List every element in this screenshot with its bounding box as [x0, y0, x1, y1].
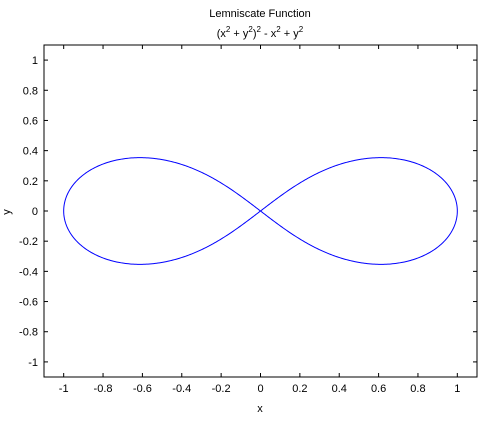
y-ticks: 1 0.8 0.6 0.4 0.2 0 -0.2 -0.4 -0.6 -0.8 -1	[19, 55, 477, 369]
x-tick-label: 0	[257, 383, 263, 395]
x-tick-label: 0.2	[292, 383, 307, 395]
chart-subtitle-equation: (x2 + y2)2 - x2 + y2	[217, 25, 304, 40]
y-tick-label: -1	[28, 357, 38, 369]
y-axis-label: y	[1, 209, 13, 215]
x-tick-label: -0.2	[212, 383, 231, 395]
subtitle-exponent: 2	[226, 25, 231, 34]
lemniscate-curve	[63, 157, 458, 265]
y-tick-label: 0.2	[23, 176, 38, 188]
subtitle-text: + y	[230, 28, 249, 40]
subtitle-exponent: 2	[248, 25, 253, 34]
y-tick-label: -0.4	[19, 266, 38, 278]
subtitle-text: (x	[217, 28, 227, 40]
curve-layer	[63, 157, 458, 265]
x-tick-label: -1	[59, 383, 69, 395]
subtitle-exponent: 2	[276, 25, 281, 34]
y-tick-label: 0.4	[23, 146, 38, 158]
x-tick-label: -0.6	[133, 383, 152, 395]
subtitle-text: )	[253, 28, 257, 40]
y-tick-label: 1	[32, 55, 38, 67]
y-tick-label: -0.6	[19, 297, 38, 309]
chart-title: Lemniscate Function	[209, 8, 311, 20]
x-tick-label: 0.8	[410, 383, 425, 395]
subtitle-exponent: 2	[299, 25, 304, 34]
subtitle-exponent: 2	[257, 25, 262, 34]
y-tick-label: -0.2	[19, 236, 38, 248]
y-tick-label: 0	[32, 206, 38, 218]
x-tick-label: -0.8	[94, 383, 113, 395]
x-tick-label: 0.4	[332, 383, 347, 395]
x-axis-label: x	[257, 403, 263, 415]
subtitle-text: - x	[261, 28, 277, 40]
y-tick-label: 0.8	[23, 85, 38, 97]
x-tick-label: 1	[454, 383, 460, 395]
x-tick-label: -0.4	[172, 383, 191, 395]
y-tick-label: -0.8	[19, 327, 38, 339]
x-tick-label: 0.6	[371, 383, 386, 395]
x-ticks: -1 -0.8 -0.6 -0.4 -0.2 0 0.2 0.4 0.6 0.8 1	[59, 45, 460, 395]
subtitle-text: + y	[281, 28, 300, 40]
y-tick-label: 0.6	[23, 115, 38, 127]
